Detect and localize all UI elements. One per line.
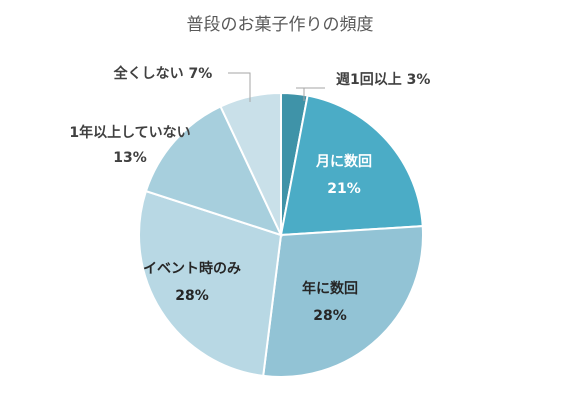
pie-slice-5	[144, 105, 283, 237]
slice-label-4-line-1: イベント時のみ	[143, 260, 241, 277]
slice-labels: 週1回以上 3% 月に数回 21% 年に数回 28% イベント時のみ 28% 1年以上していな…	[69, 65, 430, 324]
pie-slice-4	[138, 189, 283, 377]
slice-label-5-line-2: 13%	[113, 150, 147, 166]
slice-label-1-line-1: 週1回以上 3%	[336, 72, 430, 88]
slice-label-3-line-1: 年に数回	[302, 280, 358, 297]
chart-title: 普段のお菓子作りの頻度	[187, 15, 374, 35]
leader-line-6	[228, 72, 251, 102]
slice-label-5-line-1: 1年以上していない	[69, 124, 190, 141]
pie-slice-2	[279, 94, 424, 237]
pie-slices	[138, 91, 424, 378]
leader-lines	[228, 72, 325, 102]
slice-label-2-line-2: 21%	[327, 181, 361, 197]
pie-slice-3	[262, 225, 424, 378]
slice-label-2-line-1: 月に数回	[315, 153, 372, 170]
slice-label-6-line-1: 全くしない 7%	[113, 65, 213, 82]
slice-label-3-line-2: 28%	[313, 308, 347, 324]
leader-line-1	[296, 87, 325, 101]
slice-label-4-line-2: 28%	[175, 288, 209, 304]
